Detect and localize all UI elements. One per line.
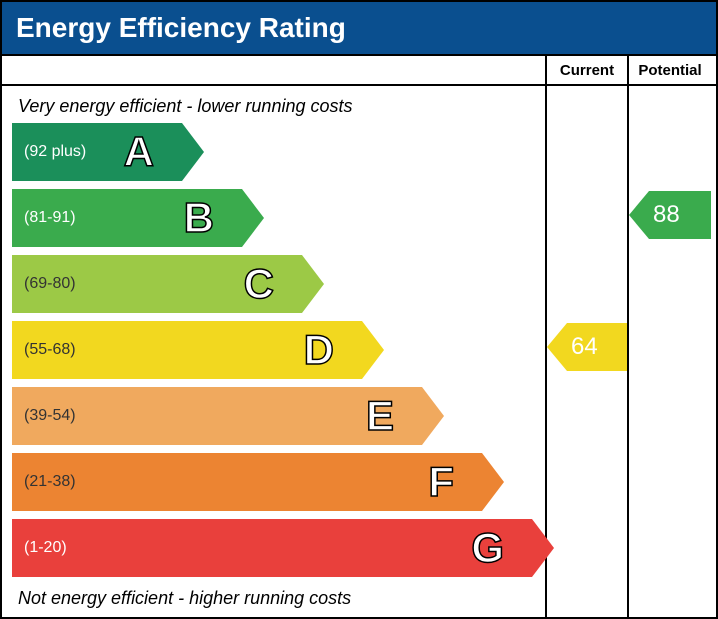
chart-column: Very energy efficient - lower running co… <box>2 86 547 619</box>
band-bar-b: (81-91) B <box>12 189 242 247</box>
potential-pointer: 88 <box>649 191 711 239</box>
bands-container: (92 plus) A (81-91) B (69-80) C (55-68) D (39-54… <box>12 123 535 577</box>
header-row: Current Potential <box>2 56 716 86</box>
band-arrow-f <box>482 453 504 511</box>
band-bar-d: (55-68) D <box>12 321 362 379</box>
band-c: (69-80) C <box>12 255 535 313</box>
band-g: (1-20) G <box>12 519 535 577</box>
band-letter-d: D <box>304 326 334 374</box>
band-bar-e: (39-54) E <box>12 387 422 445</box>
band-bar-a: (92 plus) A <box>12 123 182 181</box>
band-letter-g: G <box>471 524 504 572</box>
caption-bottom: Not energy efficient - higher running co… <box>12 586 357 611</box>
caption-top: Very energy efficient - lower running co… <box>12 92 535 121</box>
band-arrow-d <box>362 321 384 379</box>
band-bar-f: (21-38) F <box>12 453 482 511</box>
band-letter-b: B <box>184 194 214 242</box>
chart-title: Energy Efficiency Rating <box>2 2 716 56</box>
band-arrow-a <box>182 123 204 181</box>
header-spacer <box>2 56 547 84</box>
potential-column: 88 <box>629 86 711 619</box>
current-value: 64 <box>571 333 598 361</box>
header-potential: Potential <box>629 56 711 84</box>
potential-value: 88 <box>653 201 680 229</box>
band-range-e: (39-54) <box>24 407 76 425</box>
header-current: Current <box>547 56 629 84</box>
band-f: (21-38) F <box>12 453 535 511</box>
band-a: (92 plus) A <box>12 123 535 181</box>
band-letter-e: E <box>366 392 394 440</box>
band-b: (81-91) B <box>12 189 535 247</box>
band-range-f: (21-38) <box>24 473 76 491</box>
band-range-d: (55-68) <box>24 341 76 359</box>
band-arrow-e <box>422 387 444 445</box>
epc-chart: Energy Efficiency Rating Current Potenti… <box>0 0 718 619</box>
band-arrow-b <box>242 189 264 247</box>
band-letter-a: A <box>124 128 154 176</box>
band-arrow-c <box>302 255 324 313</box>
band-d: (55-68) D <box>12 321 535 379</box>
current-pointer: 64 <box>567 323 627 371</box>
band-e: (39-54) E <box>12 387 535 445</box>
potential-pointer-arrow <box>629 191 649 239</box>
band-bar-c: (69-80) C <box>12 255 302 313</box>
band-letter-c: C <box>244 260 274 308</box>
band-range-c: (69-80) <box>24 275 76 293</box>
band-bar-g: (1-20) G <box>12 519 532 577</box>
current-pointer-arrow <box>547 323 567 371</box>
band-letter-f: F <box>428 458 454 506</box>
band-range-a: (92 plus) <box>24 143 86 161</box>
band-range-b: (81-91) <box>24 209 76 227</box>
band-range-g: (1-20) <box>24 539 67 557</box>
body-row: Very energy efficient - lower running co… <box>2 86 716 619</box>
current-column: 64 <box>547 86 629 619</box>
